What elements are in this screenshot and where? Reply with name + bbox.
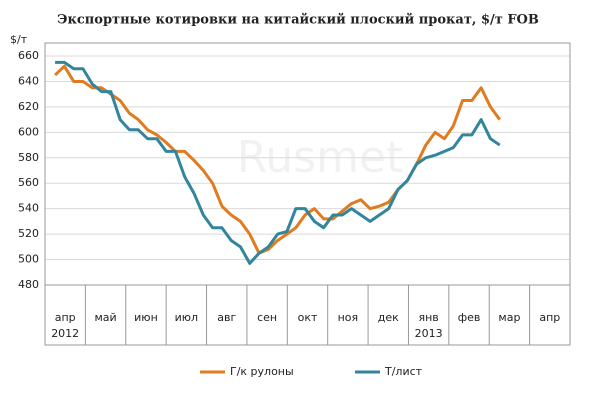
y-tick-label: 600 [18,125,39,138]
series-line [54,64,501,255]
y-tick-label: 620 [18,100,39,113]
y-axis-label: $/т [10,33,28,46]
x-tick-label: дек [378,311,399,324]
x-tick-label-line: 2013 [415,327,443,340]
y-tick-label: 500 [18,253,39,266]
x-tick-label: июл [175,311,198,324]
x-tick-label-line: апр [55,311,76,324]
x-tick-label-line: янв [419,311,439,324]
x-tick-label: авг [217,311,236,324]
x-tick-label: июн [134,311,158,324]
legend-label: Т/лист [384,365,423,378]
y-tick-label: 540 [18,202,39,215]
y-tick-label: 660 [18,49,39,62]
y-tick-label: 640 [18,74,39,87]
y-tick-label: 520 [18,227,39,240]
x-tick-label-line: 2012 [51,327,79,340]
y-tick-label: 560 [18,176,39,189]
x-tick-label: окт [298,311,318,324]
plot-frame [44,42,571,346]
x-tick-label: мар [498,311,520,324]
y-tick-label: 580 [18,151,39,164]
x-tick-label: апр 2012 [51,311,79,340]
x-tick-label: янв 2013 [415,311,443,340]
series-line [55,60,501,265]
x-tick-label: сен [257,311,277,324]
chart-title: Экспортные котировки на китайский плоски… [57,13,539,28]
x-tick-label: апр [539,311,560,324]
legend-label: Г/к рулоны [230,365,294,378]
x-tick-label: ноя [338,311,359,324]
x-tick-label: фев [458,311,481,324]
x-tick-label: май [94,311,116,324]
y-tick-label: 480 [18,278,39,291]
